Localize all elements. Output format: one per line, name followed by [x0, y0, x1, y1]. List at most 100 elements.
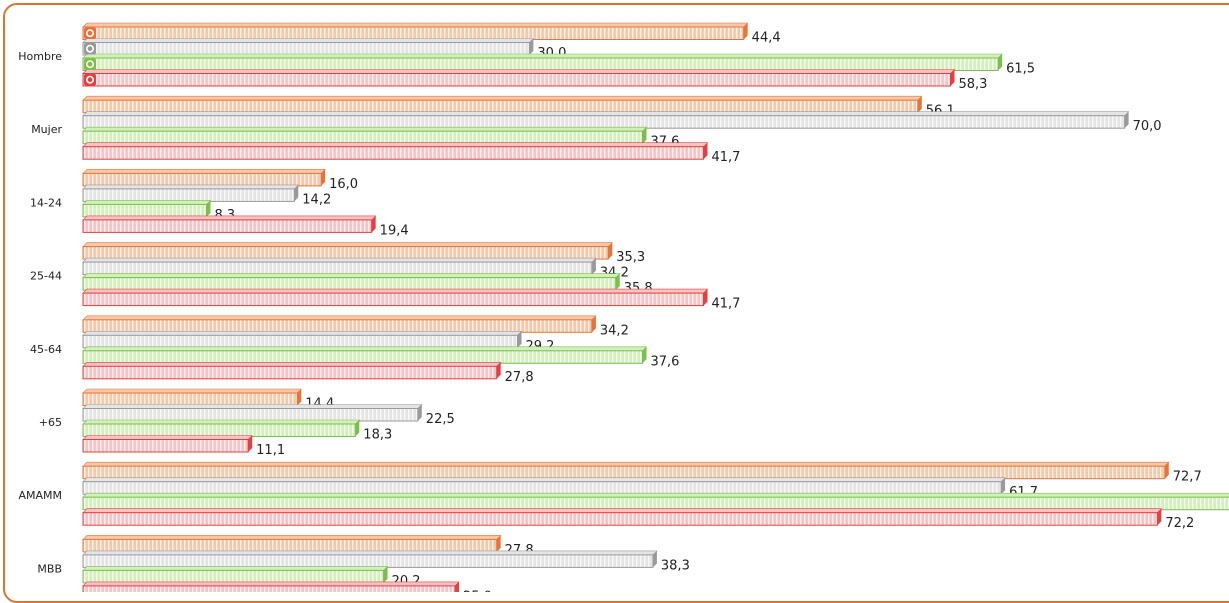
bar-5-2	[82, 419, 361, 437]
bar-front-face	[82, 261, 593, 276]
bar-top-face	[82, 257, 597, 263]
bar-front-face	[82, 408, 419, 422]
bar-top-face	[82, 215, 377, 221]
bar-front-face	[82, 277, 617, 291]
bar-side-face	[529, 38, 534, 55]
bar-top-face	[82, 142, 709, 147]
bar-4-1	[82, 330, 523, 349]
bar-2-1	[82, 184, 300, 202]
bar-side-face	[998, 54, 1003, 71]
bar-top-face	[82, 581, 460, 587]
bar-front-face	[82, 465, 1166, 480]
bar-top-face	[82, 53, 1003, 59]
category-label-3: 25-44	[30, 270, 62, 283]
bar-top-face	[82, 388, 302, 394]
legend-icon-bg	[84, 43, 96, 55]
bar-side-face	[248, 435, 253, 452]
value-label-5-2: 18,3	[363, 428, 392, 443]
bar-top-face	[82, 95, 923, 101]
category-label-5: +65	[39, 416, 62, 429]
bar-side-face	[608, 242, 613, 260]
bar-front-face	[82, 172, 322, 187]
category-label-6: AMAMM	[18, 489, 62, 502]
bar-front-face	[82, 219, 373, 233]
bar-side-face	[355, 420, 360, 437]
legend-icon-mark	[86, 60, 95, 69]
bar-front-face	[82, 246, 609, 260]
green-channel-logo-icon	[84, 58, 96, 70]
bar-3-3	[82, 288, 709, 307]
bar-7-0	[82, 535, 502, 553]
bar-top-face	[82, 508, 1163, 514]
value-label-7-3: 25,0	[463, 589, 492, 592]
bar-top-face	[82, 69, 956, 74]
bar-front-face	[82, 26, 745, 40]
value-label-2-0: 16,0	[329, 177, 358, 192]
value-label-3-3: 41,7	[711, 297, 740, 312]
bar-front-face	[82, 569, 385, 584]
category-label-7: MBB	[37, 562, 62, 575]
bar-side-face	[297, 389, 302, 406]
bar-2-3	[82, 215, 377, 233]
bar-front-face	[82, 203, 208, 218]
bar-1-3	[82, 142, 709, 160]
red-channel-logo-icon	[84, 74, 96, 86]
value-label-1-1: 70,0	[1133, 119, 1162, 134]
bar-5-0	[82, 388, 302, 406]
bar-top-face	[82, 492, 1229, 498]
legend-icon-bg	[84, 58, 96, 70]
bar-6-0	[82, 461, 1170, 480]
bar-front-face	[82, 188, 295, 202]
bar-side-face	[1164, 462, 1169, 479]
value-label-7-1: 38,3	[661, 558, 690, 573]
bar-1-2	[82, 126, 648, 145]
bar-front-face	[82, 292, 704, 307]
bar-front-face	[82, 365, 498, 380]
bar-top-face	[82, 566, 389, 571]
bar-side-face	[703, 142, 708, 160]
bar-side-face	[455, 581, 459, 592]
bar-top-face	[82, 200, 212, 205]
bar-top-face	[82, 535, 502, 540]
value-label-0-3: 58,3	[959, 77, 988, 92]
category-label-4: 45-64	[30, 343, 62, 356]
bar-top-face	[82, 126, 648, 132]
bar-0-2	[82, 53, 1003, 71]
bar-1-1	[82, 111, 1130, 129]
bar-3-0	[82, 242, 613, 260]
bar-side-face	[206, 200, 211, 217]
bar-4-3	[82, 361, 502, 380]
bar-side-face	[743, 23, 748, 40]
bar-top-face	[82, 361, 502, 367]
legend-icon-mark	[86, 44, 95, 53]
value-label-4-2: 37,6	[650, 354, 679, 369]
bar-top-face	[82, 288, 709, 294]
bar-top-face	[82, 184, 300, 190]
bar-7-1	[82, 550, 658, 568]
value-label-2-1: 14,2	[302, 192, 331, 207]
orange-channel-logo-icon	[84, 27, 96, 39]
bar-top-face	[82, 38, 535, 43]
bar-7-3	[82, 581, 460, 592]
bar-side-face	[1157, 508, 1162, 526]
bar-side-face	[321, 169, 326, 186]
bar-top-face	[82, 169, 326, 174]
bar-front-face	[82, 146, 704, 160]
bar-front-face	[82, 319, 593, 333]
gray-channel-5-logo-icon	[84, 43, 96, 55]
bar-6-2	[82, 492, 1229, 511]
bar-4-0	[82, 315, 597, 333]
bar-front-face	[82, 115, 1126, 129]
bar-1-0	[82, 95, 923, 114]
bar-top-face	[82, 550, 658, 556]
bar-front-face	[82, 496, 1229, 511]
bar-side-face	[917, 96, 922, 113]
bar-front-face	[82, 130, 643, 145]
bar-5-1	[82, 404, 423, 422]
bar-front-face	[82, 99, 919, 114]
bar-side-face	[1124, 111, 1129, 129]
legend-icon-mark	[86, 29, 95, 38]
bar-side-face	[950, 69, 955, 86]
legend-icon-bg	[84, 74, 96, 86]
